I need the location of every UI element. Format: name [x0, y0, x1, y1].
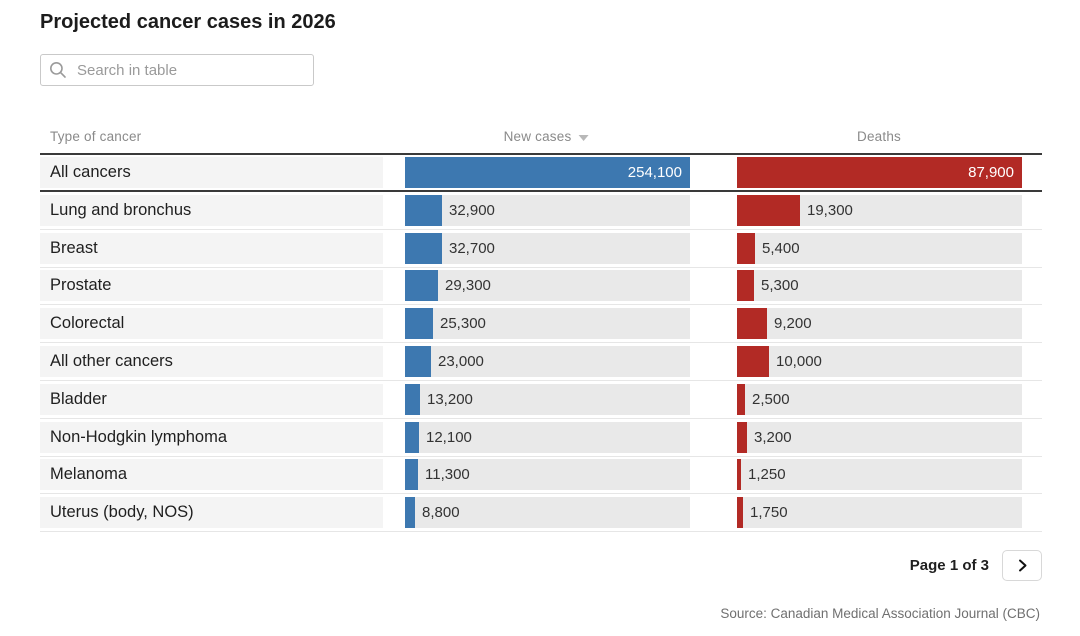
- deaths-value: 9,200: [774, 315, 812, 333]
- new-cases-value: 12,100: [426, 428, 472, 446]
- data-table: All cancers 254,100 87,900 Lung and bron…: [40, 153, 1042, 533]
- deaths-bar-track: 5,300: [737, 270, 1022, 302]
- row-label: Lung and bronchus: [40, 194, 383, 226]
- table-row: Non-Hodgkin lymphoma 12,100 3,200: [40, 419, 1042, 457]
- new-cases-bar: [405, 346, 431, 378]
- row-label: All other cancers: [40, 346, 383, 378]
- next-page-button[interactable]: [1002, 550, 1042, 581]
- new-cases-bar-track: 13,200: [405, 383, 690, 415]
- table-row: Melanoma 11,300 1,250: [40, 457, 1042, 495]
- new-cases-bar: [405, 232, 442, 264]
- new-cases-bar-track: 29,300: [405, 270, 690, 302]
- deaths-bar: [737, 270, 754, 302]
- new-cases-bar: [405, 194, 442, 226]
- page-indicator: Page 1 of 3: [909, 557, 989, 574]
- new-cases-value: 32,700: [449, 239, 495, 257]
- deaths-bar-track: 2,500: [737, 383, 1022, 415]
- new-cases-bar: [405, 383, 420, 415]
- column-header-new-cases-label: New cases: [503, 129, 572, 144]
- deaths-bar-track: 1,750: [737, 497, 1022, 529]
- table-row: Colorectal 25,300 9,200: [40, 305, 1042, 344]
- row-label: Colorectal: [40, 308, 383, 340]
- deaths-bar-track: 87,900: [737, 157, 1022, 188]
- deaths-value: 2,500: [752, 390, 790, 408]
- new-cases-bar-track: 32,700: [405, 232, 690, 264]
- deaths-bar-track: 9,200: [737, 308, 1022, 340]
- new-cases-value: 25,300: [440, 315, 486, 333]
- page-title: Projected cancer cases in 2026: [40, 11, 336, 33]
- deaths-bar: [737, 497, 743, 529]
- new-cases-bar-track: 8,800: [405, 497, 690, 529]
- new-cases-bar-track: 12,100: [405, 421, 690, 453]
- deaths-bar: [737, 232, 755, 264]
- table-row: Breast 32,700 5,400: [40, 230, 1042, 268]
- deaths-bar: [737, 346, 769, 378]
- sort-desc-icon: [578, 135, 589, 141]
- table-row: Uterus (body, NOS) 8,800 1,750: [40, 494, 1042, 533]
- deaths-bar-track: 19,300: [737, 194, 1022, 226]
- row-label: Breast: [40, 232, 383, 264]
- table-row: Bladder 13,200 2,500: [40, 381, 1042, 419]
- deaths-bar: [737, 459, 741, 491]
- new-cases-value: 254,100: [627, 164, 682, 181]
- pagination: Page 1 of 3: [910, 550, 1042, 581]
- table-row: Lung and bronchus 32,900 19,300: [40, 192, 1042, 230]
- new-cases-bar: [405, 308, 433, 340]
- search-input[interactable]: [40, 54, 314, 86]
- table-row: All other cancers 23,000 10,000: [40, 343, 1042, 381]
- deaths-bar: [737, 421, 747, 453]
- new-cases-bar-track: 11,300: [405, 459, 690, 491]
- new-cases-value: 8,800: [422, 504, 460, 522]
- new-cases-bar: [405, 157, 690, 188]
- new-cases-value: 32,900: [449, 201, 495, 219]
- table-row: Prostate 29,300 5,300: [40, 268, 1042, 306]
- column-header-type[interactable]: Type of cancer: [50, 129, 142, 144]
- row-label: Prostate: [40, 270, 383, 302]
- deaths-bar-track: 10,000: [737, 346, 1022, 378]
- new-cases-bar-track: 25,300: [405, 308, 690, 340]
- source-attribution: Source: Canadian Medical Association Jou…: [720, 606, 1040, 621]
- deaths-value: 87,900: [968, 164, 1014, 181]
- deaths-value: 19,300: [807, 201, 853, 219]
- chevron-right-icon: [1018, 559, 1026, 572]
- deaths-bar: [737, 157, 1022, 188]
- deaths-bar: [737, 383, 745, 415]
- new-cases-value: 11,300: [425, 466, 470, 484]
- deaths-value: 10,000: [776, 353, 822, 371]
- column-header-deaths[interactable]: Deaths: [857, 129, 901, 144]
- deaths-value: 1,750: [750, 504, 788, 522]
- deaths-bar-track: 3,200: [737, 421, 1022, 453]
- new-cases-bar: [405, 270, 438, 302]
- deaths-value: 5,300: [761, 277, 799, 295]
- deaths-bar: [737, 308, 767, 340]
- row-label: Bladder: [40, 383, 383, 415]
- new-cases-bar-track: 23,000: [405, 346, 690, 378]
- new-cases-bar: [405, 421, 419, 453]
- deaths-value: 5,400: [762, 239, 800, 257]
- row-label: All cancers: [40, 157, 383, 188]
- new-cases-bar: [405, 459, 418, 491]
- deaths-value: 1,250: [748, 466, 786, 484]
- new-cases-value: 23,000: [438, 353, 484, 371]
- column-header-new-cases[interactable]: New cases: [504, 129, 589, 144]
- table-row: All cancers 254,100 87,900: [40, 153, 1042, 192]
- row-label: Melanoma: [40, 459, 383, 491]
- new-cases-bar: [405, 497, 415, 529]
- row-label: Non-Hodgkin lymphoma: [40, 421, 383, 453]
- new-cases-value: 29,300: [445, 277, 491, 295]
- new-cases-bar-track: 32,900: [405, 194, 690, 226]
- deaths-value: 3,200: [754, 428, 792, 446]
- row-label: Uterus (body, NOS): [40, 497, 383, 529]
- deaths-bar-track: 5,400: [737, 232, 1022, 264]
- search-box: [40, 54, 314, 86]
- deaths-bar-track: 1,250: [737, 459, 1022, 491]
- deaths-bar: [737, 194, 800, 226]
- new-cases-value: 13,200: [427, 390, 473, 408]
- new-cases-bar-track: 254,100: [405, 157, 690, 188]
